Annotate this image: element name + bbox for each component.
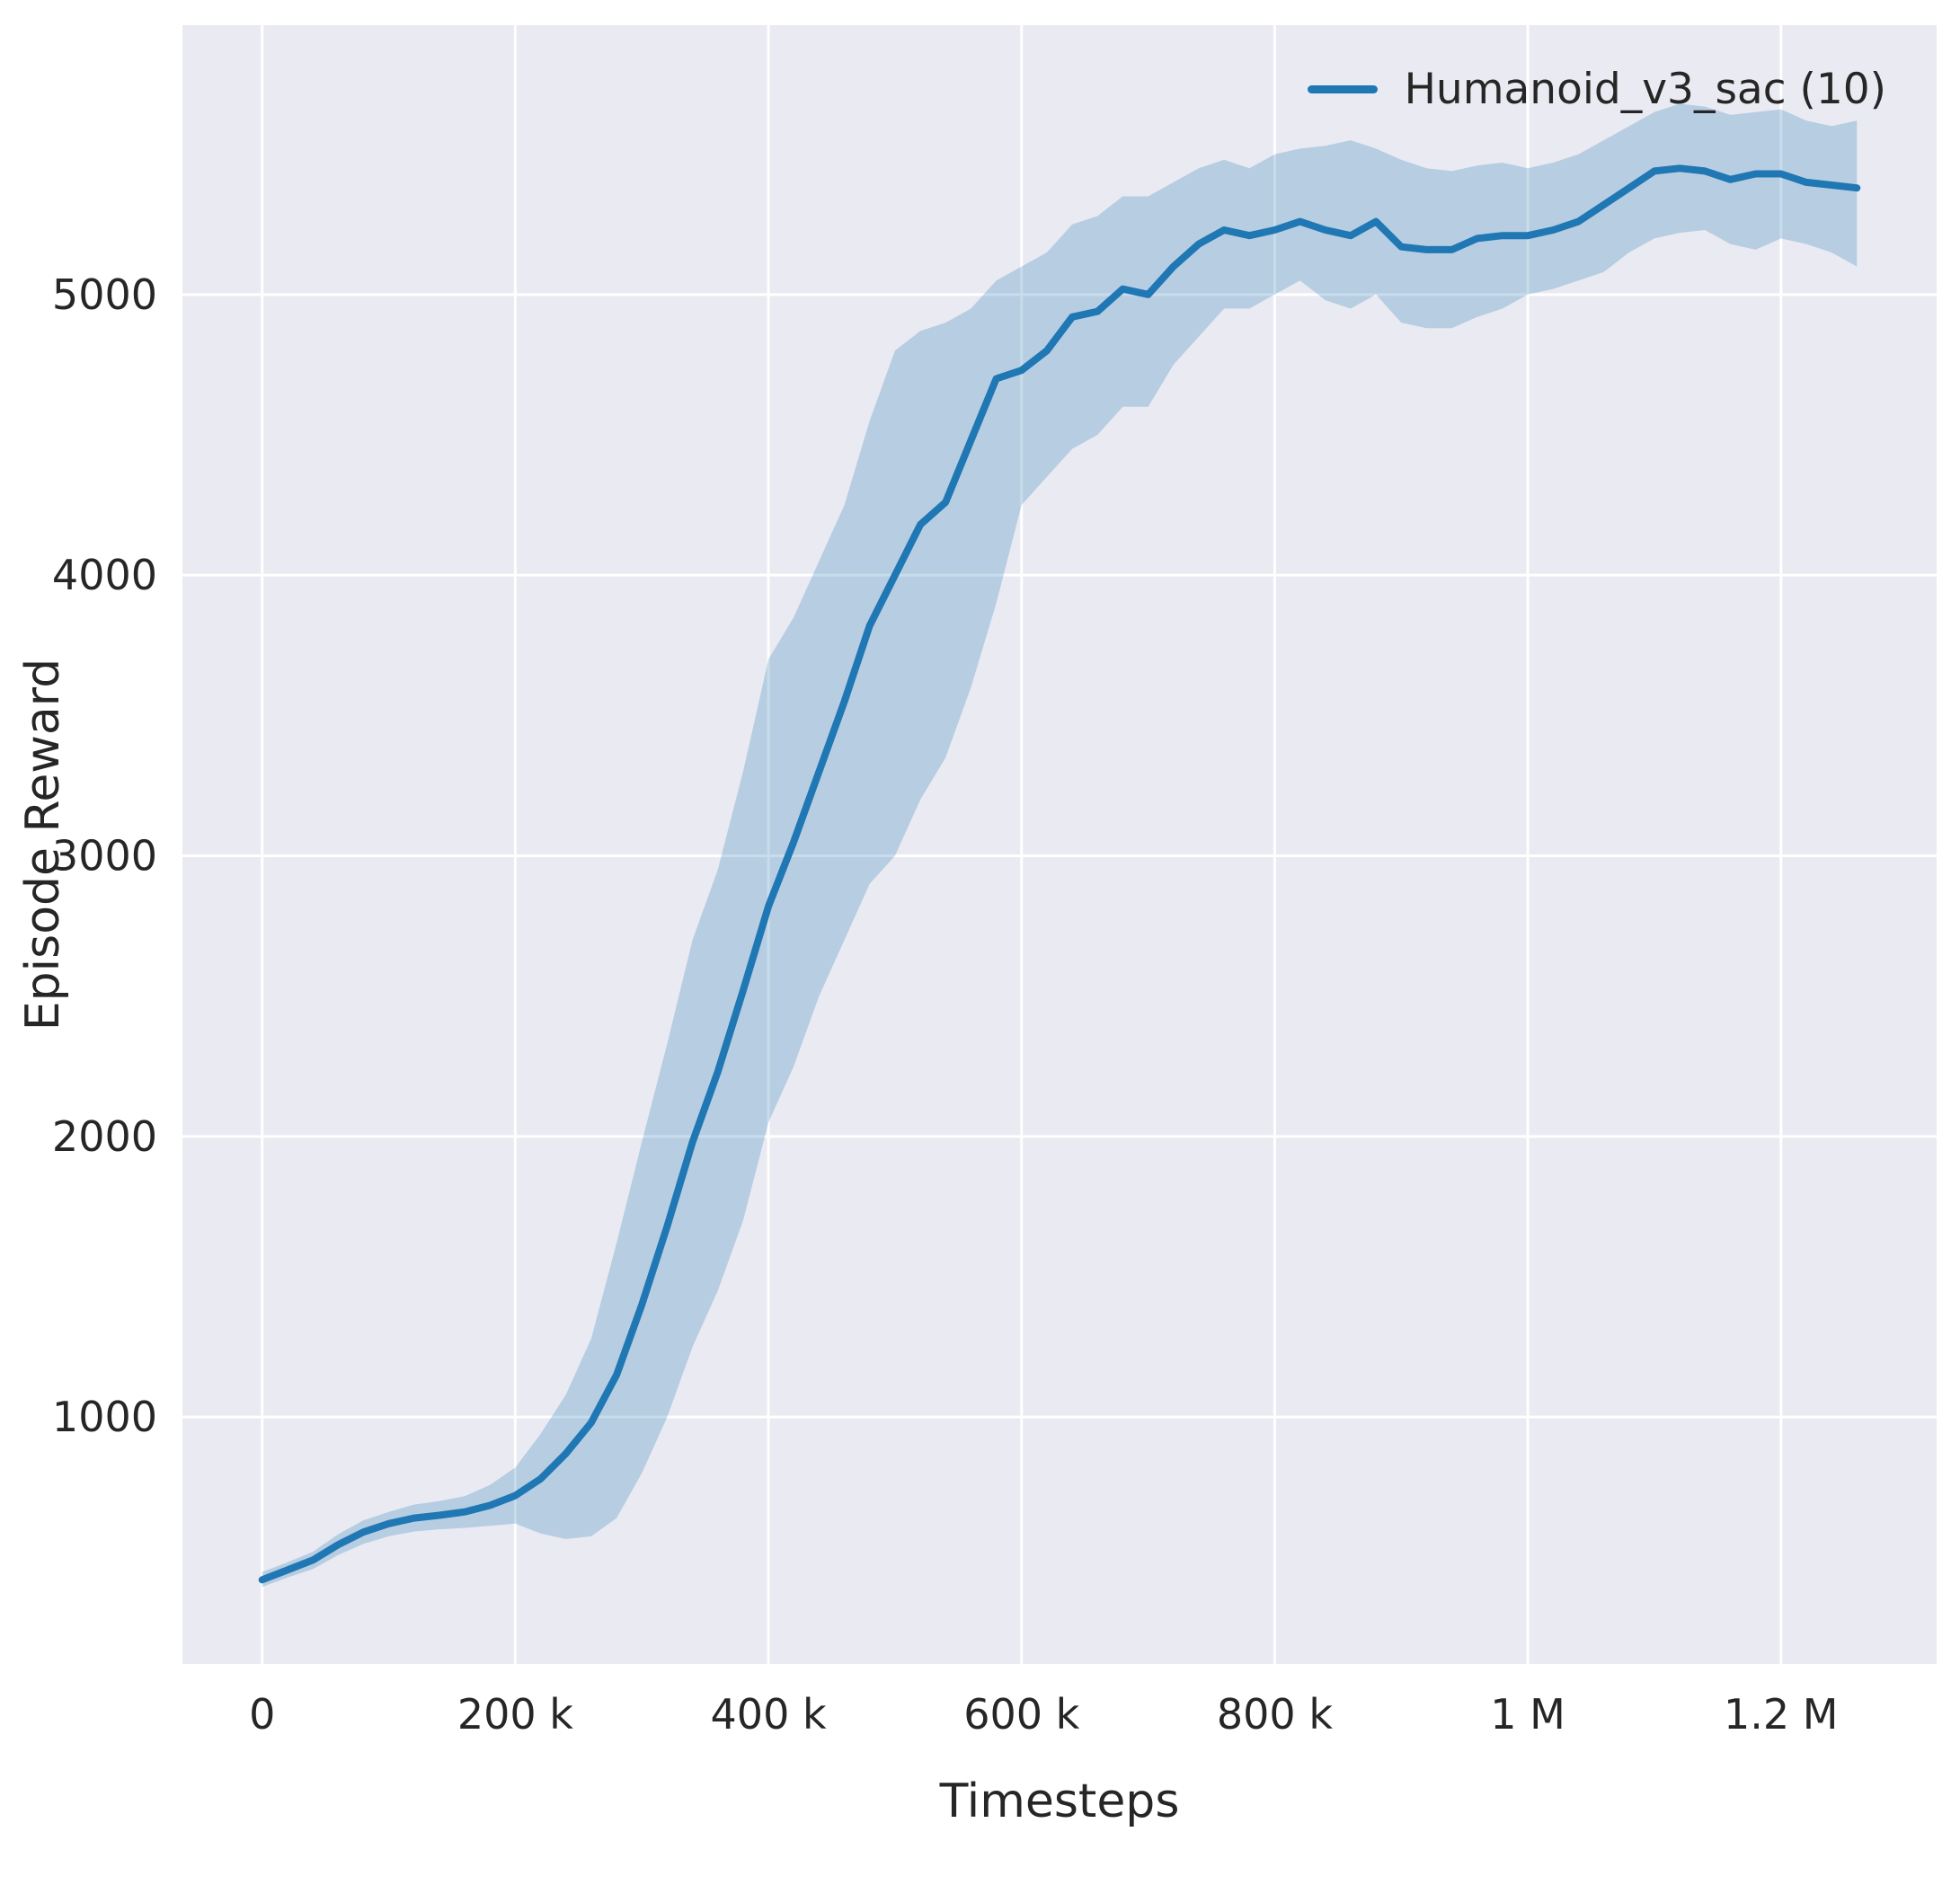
y-tick-label: 1000	[52, 1393, 157, 1441]
y-tick-label: 3000	[52, 831, 157, 880]
reward-line	[258, 164, 1861, 1584]
y-axis-title: Episode Reward	[16, 658, 70, 1031]
legend-entry-label: Humanoid_v3_sac (10)	[1404, 65, 1886, 114]
plot-background	[182, 25, 1937, 1664]
confidence-band	[262, 103, 1858, 1588]
legend-line-swatch	[1307, 85, 1378, 93]
x-tick-label: 1.2 M	[1724, 1690, 1838, 1739]
x-tick-label: 0	[249, 1690, 275, 1739]
y-tick-label: 2000	[52, 1112, 157, 1161]
y-tick-label: 5000	[52, 270, 157, 319]
x-tick-label: 600 k	[963, 1690, 1079, 1739]
legend: Humanoid_v3_sac (10)	[1288, 52, 1906, 127]
y-tick-label: 4000	[52, 551, 157, 599]
x-tick-label: 1 M	[1490, 1690, 1565, 1739]
x-axis-title: Timesteps	[939, 1774, 1180, 1828]
x-tick-label: 400 k	[711, 1690, 827, 1739]
x-tick-label: 200 k	[457, 1690, 573, 1739]
x-tick-label: 800 k	[1217, 1690, 1333, 1739]
